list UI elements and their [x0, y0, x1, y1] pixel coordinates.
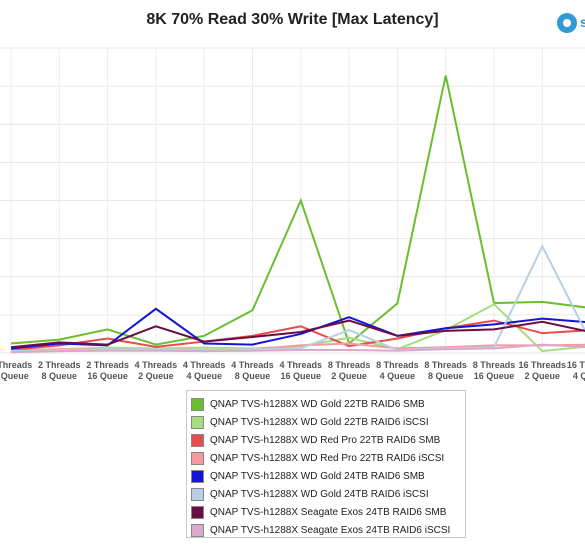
series-line-3[interactable]	[10, 319, 585, 351]
legend-item[interactable]: QNAP TVS-h1288X WD Gold 24TB RAID6 iSCSI	[187, 485, 465, 503]
x-tick-label: 8 Threads 2 Queue	[328, 360, 371, 381]
x-tick-label: 4 Threads 8 Queue	[231, 360, 274, 381]
x-tick-label: 4 Threads 4 Queue	[183, 360, 226, 381]
series-line-1[interactable]	[10, 75, 585, 346]
legend-swatch	[191, 397, 204, 411]
legend-swatch	[191, 415, 204, 429]
legend-swatch	[191, 451, 204, 465]
legend-item[interactable]: QNAP TVS-h1288X WD Red Pro 22TB RAID6 SM…	[187, 431, 465, 449]
legend-swatch	[191, 433, 204, 447]
chart-legend: QNAP TVS-h1288X WD Gold 22TB RAID6 SMB QN…	[186, 390, 466, 538]
series-line-6[interactable]	[10, 243, 585, 353]
legend-label: QNAP TVS-h1288X WD Red Pro 22TB RAID6 SM…	[210, 434, 441, 446]
legend-label: QNAP TVS-h1288X WD Gold 22TB RAID6 iSCSI	[210, 416, 429, 428]
storage-review-logo-icon[interactable]: s	[557, 12, 585, 34]
legend-label: QNAP TVS-h1288X Seagate Exos 24TB RAID6 …	[210, 506, 447, 518]
series-line-7[interactable]	[10, 319, 585, 349]
x-tick-label: 4 Threads 16 Queue	[280, 360, 323, 381]
legend-item[interactable]: QNAP TVS-h1288X WD Red Pro 22TB RAID6 iS…	[187, 449, 465, 467]
legend-item[interactable]: QNAP TVS-h1288X Seagate Exos 24TB RAID6 …	[187, 503, 465, 521]
legend-label: QNAP TVS-h1288X WD Gold 24TB RAID6 SMB	[210, 470, 425, 482]
logo-text: s	[580, 14, 585, 30]
legend-item[interactable]: QNAP TVS-h1288X Seagate Exos 24TB RAID6 …	[187, 521, 465, 539]
legend-label: QNAP TVS-h1288X WD Gold 24TB RAID6 iSCSI	[210, 488, 429, 500]
chart-grid	[0, 47, 585, 354]
series-line-8[interactable]	[10, 343, 585, 354]
legend-item[interactable]: QNAP TVS-h1288X WD Gold 22TB RAID6 SMB	[187, 395, 465, 413]
logo-circle-icon	[557, 13, 577, 33]
x-tick-label: 2 Threads 8 Queue	[38, 360, 81, 381]
legend-swatch	[191, 505, 204, 519]
chart-series	[10, 75, 585, 354]
legend-label: QNAP TVS-h1288X WD Gold 22TB RAID6 SMB	[210, 398, 425, 410]
x-tick-label: 8 Threads 16 Queue	[473, 360, 516, 381]
x-tick-label: 2 Threads 16 Queue	[86, 360, 129, 381]
legend-item[interactable]: QNAP TVS-h1288X WD Gold 22TB RAID6 iSCSI	[187, 413, 465, 431]
x-tick-label: 8 Threads 8 Queue	[424, 360, 467, 381]
legend-swatch	[191, 487, 204, 501]
x-tick-label: 4 Threads 2 Queue	[135, 360, 178, 381]
legend-label: QNAP TVS-h1288X WD Red Pro 22TB RAID6 iS…	[210, 452, 445, 464]
legend-swatch	[191, 523, 204, 537]
legend-item[interactable]: QNAP TVS-h1288X WD Gold 24TB RAID6 SMB	[187, 467, 465, 485]
legend-label: QNAP TVS-h1288X Seagate Exos 24TB RAID6 …	[210, 524, 451, 536]
legend-swatch	[191, 469, 204, 483]
x-tick-label: 8 Threads 4 Queue	[376, 360, 419, 381]
x-tick-label: 16 Threads 2 Queue	[519, 360, 567, 381]
chart-title: 8K 70% Read 30% Write [Max Latency]	[146, 11, 439, 28]
